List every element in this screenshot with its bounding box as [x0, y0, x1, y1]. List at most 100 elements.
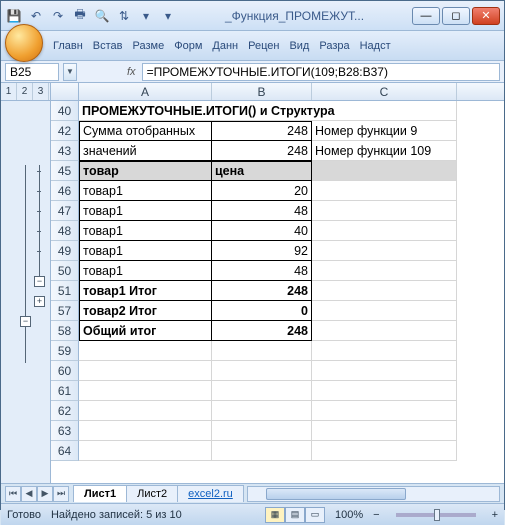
grid[interactable]: A B C 40ПРОМЕЖУТОЧНЫЕ.ИТОГИ() и Структур…: [51, 83, 504, 483]
cell[interactable]: товар2 Итог: [79, 301, 212, 321]
cell[interactable]: Общий итог: [79, 321, 212, 341]
row-header[interactable]: 48: [51, 221, 79, 241]
row-header[interactable]: 51: [51, 281, 79, 301]
fx-icon[interactable]: fx: [127, 66, 136, 78]
cell[interactable]: Сумма отобранных: [79, 121, 212, 141]
ribbon-tab[interactable]: Главн: [49, 37, 87, 55]
row-header[interactable]: 58: [51, 321, 79, 341]
office-button[interactable]: [5, 24, 43, 62]
sort-icon[interactable]: ⇅: [115, 7, 133, 25]
preview-icon[interactable]: 🔍: [93, 7, 111, 25]
cell[interactable]: товар1 Итог: [79, 281, 212, 301]
undo-icon[interactable]: ↶: [27, 7, 45, 25]
cell[interactable]: товар1: [79, 241, 212, 261]
cell[interactable]: Номер функции 109: [312, 141, 457, 161]
cell[interactable]: Номер функции 9: [312, 121, 457, 141]
cell[interactable]: товар1: [79, 181, 212, 201]
cell[interactable]: [312, 161, 457, 181]
qat-more-icon[interactable]: ▾: [159, 7, 177, 25]
cell[interactable]: [312, 341, 457, 361]
horizontal-scrollbar[interactable]: [247, 486, 500, 502]
cell[interactable]: [79, 401, 212, 421]
horizontal-scroll-thumb[interactable]: [266, 488, 406, 500]
row-header[interactable]: 47: [51, 201, 79, 221]
close-button[interactable]: ✕: [472, 7, 500, 25]
zoom-slider[interactable]: [396, 513, 476, 517]
column-header-a[interactable]: A: [79, 83, 212, 100]
zoom-thumb[interactable]: [434, 509, 440, 521]
row-header[interactable]: 40: [51, 101, 79, 121]
row-header[interactable]: 43: [51, 141, 79, 161]
cell[interactable]: 92: [212, 241, 312, 261]
cell[interactable]: 248: [212, 121, 312, 141]
cell[interactable]: 0: [212, 301, 312, 321]
name-box[interactable]: B25: [5, 63, 59, 81]
sheet-tab[interactable]: Лист2: [126, 485, 178, 502]
redo-icon[interactable]: ↷: [49, 7, 67, 25]
cell[interactable]: [79, 381, 212, 401]
cell[interactable]: цена: [212, 161, 312, 181]
cell[interactable]: товар1: [79, 221, 212, 241]
zoom-in-button[interactable]: +: [492, 509, 498, 521]
cell[interactable]: товар1: [79, 201, 212, 221]
row-header[interactable]: 61: [51, 381, 79, 401]
column-header-c[interactable]: C: [312, 83, 457, 100]
sheet-next-button[interactable]: ▶: [37, 486, 53, 502]
row-header[interactable]: 46: [51, 181, 79, 201]
ribbon-tab[interactable]: Разра: [315, 37, 353, 55]
view-normal-button[interactable]: ▦: [265, 507, 285, 523]
outline-toggle-button[interactable]: −: [20, 316, 31, 327]
outline-toggle-button[interactable]: −: [34, 276, 45, 287]
print-icon[interactable]: 🖶: [71, 7, 89, 25]
row-header[interactable]: 60: [51, 361, 79, 381]
cell[interactable]: 248: [212, 281, 312, 301]
cell[interactable]: 48: [212, 261, 312, 281]
cell[interactable]: [212, 341, 312, 361]
row-header[interactable]: 63: [51, 421, 79, 441]
cell[interactable]: [312, 441, 457, 461]
cell[interactable]: [79, 361, 212, 381]
ribbon-tab[interactable]: Форм: [170, 37, 206, 55]
cell[interactable]: [312, 401, 457, 421]
cell[interactable]: [312, 301, 457, 321]
name-box-dropdown[interactable]: ▼: [63, 63, 77, 81]
sheet-prev-button[interactable]: ◀: [21, 486, 37, 502]
cell[interactable]: 248: [212, 141, 312, 161]
outline-toggle-button[interactable]: +: [34, 296, 45, 307]
minimize-button[interactable]: —: [412, 7, 440, 25]
cell[interactable]: [312, 261, 457, 281]
ribbon-tab[interactable]: Вид: [285, 37, 313, 55]
cell[interactable]: товар: [79, 161, 212, 181]
cell[interactable]: [212, 381, 312, 401]
cell[interactable]: [212, 441, 312, 461]
cell[interactable]: [312, 361, 457, 381]
row-header[interactable]: 62: [51, 401, 79, 421]
maximize-button[interactable]: ◻: [442, 7, 470, 25]
cell[interactable]: [79, 341, 212, 361]
cell[interactable]: [312, 241, 457, 261]
cell[interactable]: [312, 181, 457, 201]
ribbon-tab[interactable]: Надст: [356, 37, 395, 55]
save-icon[interactable]: 💾: [5, 7, 23, 25]
cell[interactable]: [312, 281, 457, 301]
column-header-b[interactable]: B: [212, 83, 312, 100]
zoom-out-button[interactable]: −: [373, 509, 379, 521]
filter-icon[interactable]: ▾: [137, 7, 155, 25]
cell[interactable]: значений: [79, 141, 212, 161]
row-header[interactable]: 64: [51, 441, 79, 461]
sheet-first-button[interactable]: ⏮: [5, 486, 21, 502]
sheet-last-button[interactable]: ⏭: [53, 486, 69, 502]
ribbon-tab[interactable]: Разме: [129, 37, 169, 55]
cell[interactable]: [79, 441, 212, 461]
sheet-tab[interactable]: excel2.ru: [177, 485, 244, 502]
cell[interactable]: [312, 201, 457, 221]
cell[interactable]: [312, 221, 457, 241]
cell[interactable]: [212, 361, 312, 381]
select-all-corner[interactable]: [51, 83, 79, 100]
cell[interactable]: [79, 421, 212, 441]
row-header[interactable]: 59: [51, 341, 79, 361]
cell[interactable]: [312, 321, 457, 341]
cell[interactable]: [212, 421, 312, 441]
formula-input[interactable]: =ПРОМЕЖУТОЧНЫЕ.ИТОГИ(109;B28:B37): [142, 63, 500, 81]
cell[interactable]: ПРОМЕЖУТОЧНЫЕ.ИТОГИ() и Структура: [79, 101, 457, 121]
